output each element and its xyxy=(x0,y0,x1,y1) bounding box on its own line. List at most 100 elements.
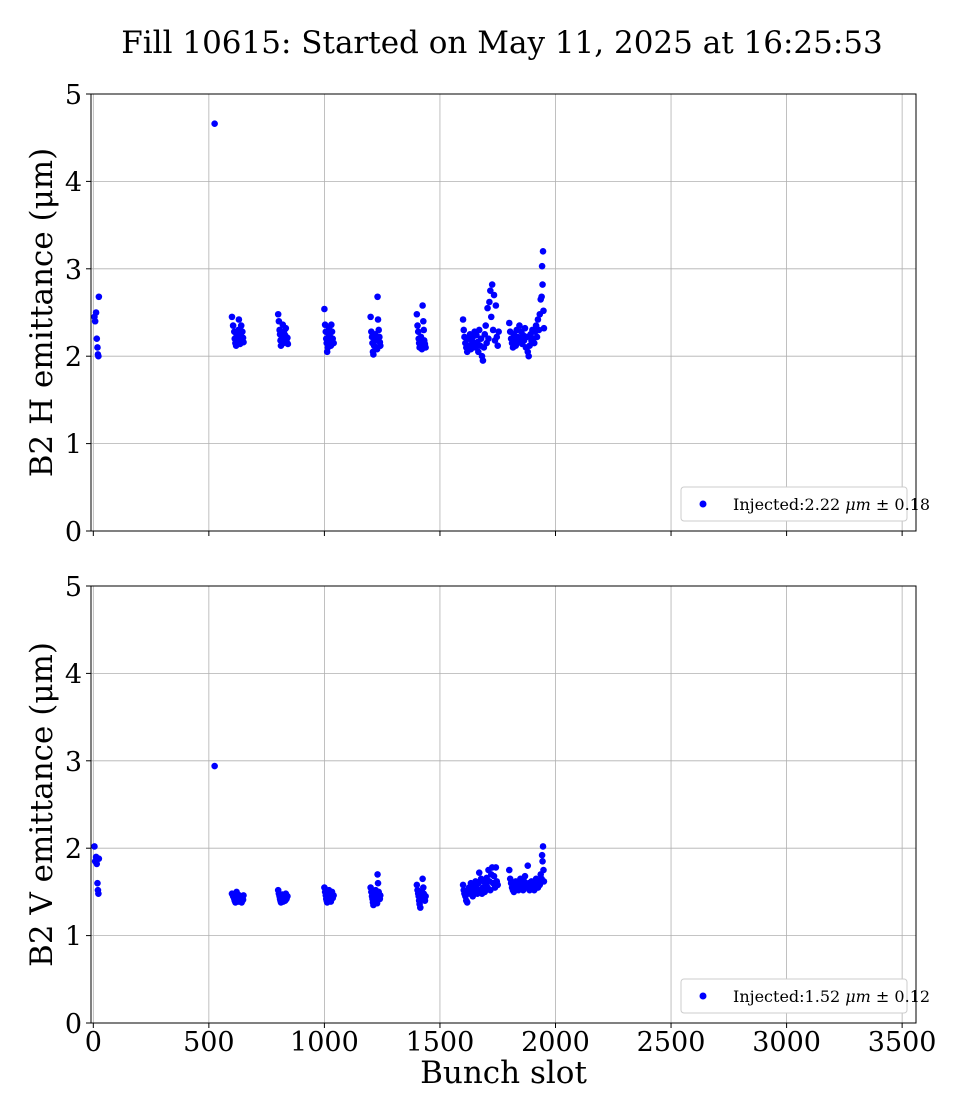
data-point xyxy=(492,864,500,871)
data-point xyxy=(377,892,384,899)
data-point xyxy=(367,313,374,321)
legend-marker xyxy=(699,992,707,1000)
x-tick-label: 3000 xyxy=(752,1027,821,1058)
data-point xyxy=(93,335,101,343)
data-point xyxy=(330,892,337,899)
figure-title: Fill 10615: Started on May 11, 2025 at 1… xyxy=(121,25,883,61)
data-point xyxy=(488,281,496,288)
data-point xyxy=(521,324,529,332)
scatter-points xyxy=(91,120,548,364)
data-point xyxy=(240,892,247,899)
x-axis-ticks: 0 500 1000 1500 2000 2500 3000 3500 xyxy=(85,1023,936,1058)
legend: Injected:2.22 μm ± 0.18 xyxy=(680,486,930,522)
data-point xyxy=(284,340,292,348)
data-point xyxy=(94,344,101,351)
legend-box xyxy=(680,486,908,522)
data-point xyxy=(521,872,529,880)
data-point xyxy=(419,875,426,883)
data-point xyxy=(374,316,382,323)
data-point xyxy=(370,351,377,358)
data-point xyxy=(328,321,335,329)
data-point xyxy=(525,352,532,360)
x-tick-label: 2000 xyxy=(521,1027,590,1058)
data-point xyxy=(459,316,467,323)
data-point xyxy=(540,324,548,332)
data-point xyxy=(538,293,545,301)
data-point xyxy=(282,324,290,332)
data-point xyxy=(524,862,532,869)
legend-label: Injected:1.52 μm ± 0.12 xyxy=(733,987,930,1006)
data-point xyxy=(477,335,485,343)
data-point xyxy=(534,316,542,323)
y-tick-label: 3 xyxy=(65,747,82,778)
data-point xyxy=(419,302,426,309)
y-tick-label: 3 xyxy=(65,255,82,286)
data-point xyxy=(540,878,548,885)
panel-bottom: 0 1 2 3 4 5 0 500 1000 1500 2000 2500 3000 3500 B2 V… xyxy=(24,572,936,1091)
data-point xyxy=(475,326,483,334)
data-point xyxy=(535,326,543,334)
data-point xyxy=(505,866,513,874)
y-tick-label: 1 xyxy=(65,922,82,953)
data-point xyxy=(485,335,492,343)
data-point xyxy=(420,326,428,334)
data-point xyxy=(95,293,103,301)
x-axis-label: Bunch slot xyxy=(420,1055,587,1091)
data-point xyxy=(284,892,291,900)
data-point xyxy=(237,322,245,329)
data-point xyxy=(211,120,218,128)
data-point xyxy=(539,281,546,288)
data-point xyxy=(459,881,467,889)
data-point xyxy=(484,304,491,312)
data-point xyxy=(321,305,328,313)
data-point xyxy=(539,843,547,850)
x-tick-label: 1000 xyxy=(290,1027,359,1058)
data-point xyxy=(374,879,382,887)
data-point xyxy=(228,313,236,321)
y-axis-label: B2 V emittance (μm) xyxy=(24,642,60,967)
data-point xyxy=(374,871,381,878)
x-axis-ticks xyxy=(92,531,903,536)
legend: Injected:1.52 μm ± 0.12 xyxy=(680,978,930,1014)
legend-marker xyxy=(699,500,707,508)
y-axis-ticks: 0 1 2 3 4 5 xyxy=(65,572,91,1040)
y-tick-label: 5 xyxy=(65,572,82,603)
data-point xyxy=(284,334,291,342)
data-point xyxy=(479,357,487,364)
data-point xyxy=(376,333,383,341)
data-point xyxy=(95,352,102,360)
data-point xyxy=(489,326,497,334)
data-point xyxy=(95,855,103,862)
data-point xyxy=(420,317,427,325)
data-point xyxy=(539,248,547,255)
data-point xyxy=(492,302,500,309)
data-point xyxy=(490,291,498,299)
data-point xyxy=(229,322,237,329)
data-point xyxy=(413,310,421,318)
data-point xyxy=(93,860,101,868)
data-point xyxy=(463,899,471,906)
legend-label: Injected:2.22 μm ± 0.18 xyxy=(733,495,930,514)
data-point xyxy=(92,309,100,316)
plot-frame xyxy=(90,585,917,1024)
data-point xyxy=(95,890,102,897)
data-point xyxy=(495,328,502,336)
data-point xyxy=(505,319,513,327)
data-point xyxy=(235,316,243,323)
data-point xyxy=(473,331,480,339)
data-point xyxy=(475,869,483,876)
data-point xyxy=(490,872,498,880)
data-point xyxy=(540,307,547,315)
x-tick-label: 500 xyxy=(183,1027,235,1058)
y-tick-label: 2 xyxy=(65,342,82,373)
data-point xyxy=(375,326,383,334)
x-tick-label: 2500 xyxy=(637,1027,706,1058)
y-axis-ticks: 0 1 2 3 4 5 xyxy=(65,80,91,548)
data-point xyxy=(240,338,247,346)
data-point xyxy=(420,884,427,891)
data-point xyxy=(91,317,99,325)
data-point xyxy=(422,344,429,351)
y-tick-label: 4 xyxy=(65,659,82,690)
